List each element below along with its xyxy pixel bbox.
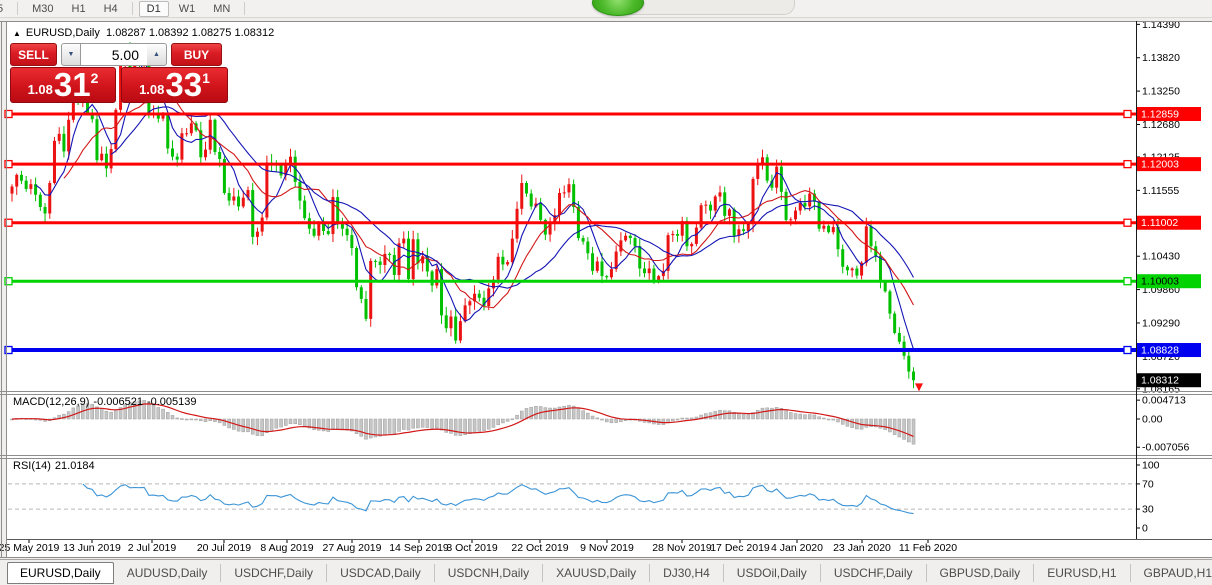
rsi-label: RSI(14) — [13, 460, 51, 472]
svg-text:1.08828: 1.08828 — [1141, 345, 1179, 357]
svg-text:1.11002: 1.11002 — [1141, 217, 1178, 229]
sell-price-box[interactable]: 1.08 31 2 — [10, 67, 116, 103]
volume-input[interactable] — [81, 43, 147, 66]
chart-symbol-label: EURUSD,Daily — [25, 27, 100, 39]
svg-text:9 Nov 2019: 9 Nov 2019 — [580, 542, 634, 554]
svg-text:8 Aug 2019: 8 Aug 2019 — [260, 542, 313, 554]
svg-text:23 Jan 2020: 23 Jan 2020 — [833, 542, 891, 554]
tf-button-mn[interactable]: MN — [213, 2, 231, 15]
toolbar-separator — [17, 2, 19, 15]
sell-button[interactable]: SELL — [10, 43, 57, 66]
svg-text:3 Oct 2019: 3 Oct 2019 — [446, 542, 498, 554]
tab-eurusd-daily[interactable]: EURUSD,Daily — [7, 561, 114, 584]
symbol-tab-bar: EURUSD,Daily AUDUSD,Daily USDCHF,Daily U… — [0, 559, 1212, 585]
svg-text:11 Feb 2020: 11 Feb 2020 — [899, 542, 957, 554]
tab-dj30-h4[interactable]: DJ30,H4 — [650, 563, 724, 582]
toolbar-separator — [244, 2, 246, 15]
rsi-indicator-title: RSI(14) 21.0184 — [13, 460, 99, 472]
svg-text:28 Nov 2019: 28 Nov 2019 — [652, 542, 712, 554]
svg-text:1.12003: 1.12003 — [1141, 159, 1179, 171]
buy-price-box[interactable]: 1.08 33 1 — [121, 67, 228, 103]
sell-price-pip: 2 — [90, 70, 99, 86]
tab-audusd-daily[interactable]: AUDUSD,Daily — [114, 563, 222, 582]
tab-gbpusd-daily[interactable]: GBPUSD,Daily — [927, 563, 1035, 582]
tab-usdchf-daily[interactable]: USDCHF,Daily — [221, 563, 328, 582]
svg-text:1.10430: 1.10430 — [1142, 251, 1180, 263]
svg-text:70: 70 — [1142, 478, 1154, 490]
macd-value: -0.006521 — [93, 396, 143, 408]
toolbar-separator — [131, 2, 133, 15]
svg-text:1.09290: 1.09290 — [1142, 317, 1180, 329]
tf-button-d1[interactable]: D1 — [138, 0, 169, 17]
buy-price-big: 33 — [165, 66, 203, 103]
svg-text:1.14390: 1.14390 — [1142, 19, 1180, 31]
svg-text:1.12680: 1.12680 — [1142, 119, 1180, 131]
macd-label: MACD(12,26,9) — [13, 396, 90, 408]
buy-price-pip: 1 — [202, 70, 210, 86]
tab-eurusd-h1[interactable]: EURUSD,H1 — [1034, 563, 1131, 582]
svg-text:1.12859: 1.12859 — [1141, 109, 1179, 121]
sell-price-big: 31 — [53, 66, 91, 103]
svg-text:0: 0 — [1142, 523, 1148, 535]
tf-button-h1[interactable]: H1 — [71, 2, 86, 15]
svg-text:1.13250: 1.13250 — [1142, 86, 1180, 98]
buy-price-prefix: 1.08 — [139, 82, 165, 97]
svg-text:1.10003: 1.10003 — [1141, 276, 1179, 288]
volume-decrease-button[interactable]: ▼ — [61, 43, 81, 66]
tab-usdchf-daily-2[interactable]: USDCHF,Daily — [821, 563, 927, 582]
svg-text:0.00: 0.00 — [1142, 414, 1163, 426]
svg-text:1.11555: 1.11555 — [1142, 185, 1179, 197]
tf-button-w1[interactable]: W1 — [178, 2, 196, 15]
svg-text:1.13820: 1.13820 — [1142, 52, 1180, 64]
tf-button-m5[interactable]: 5 — [0, 2, 4, 15]
chart-ohlc-readout: 1.08287 1.08392 1.08275 1.08312 — [106, 27, 275, 39]
tf-button-h4[interactable]: H4 — [103, 2, 118, 15]
svg-text:1.08312: 1.08312 — [1141, 375, 1179, 387]
svg-text:100: 100 — [1142, 460, 1160, 472]
chevron-up-icon: ▲ — [153, 51, 160, 58]
volume-increase-button[interactable]: ▲ — [147, 43, 167, 66]
buy-button[interactable]: BUY — [171, 43, 222, 66]
svg-text:14 Sep 2019: 14 Sep 2019 — [389, 542, 449, 554]
tab-xauusd-daily[interactable]: XAUUSD,Daily — [543, 563, 651, 582]
tab-usdcad-daily[interactable]: USDCAD,Daily — [327, 563, 435, 582]
rsi-value: 21.0184 — [54, 460, 95, 472]
svg-text:-0.007056: -0.007056 — [1142, 442, 1189, 454]
svg-text:20 Jul 2019: 20 Jul 2019 — [197, 542, 251, 554]
tab-gbpaud-h1[interactable]: GBPAUD,H1 — [1131, 564, 1212, 582]
svg-text:4 Jan 2020: 4 Jan 2020 — [771, 542, 823, 554]
svg-text:27 Aug 2019: 27 Aug 2019 — [323, 542, 382, 554]
tf-button-m30[interactable]: M30 — [32, 2, 54, 15]
chart-title: ▲ EURUSD,Daily 1.08287 1.08392 1.08275 1.… — [13, 27, 274, 39]
svg-text:30: 30 — [1142, 504, 1154, 516]
chevron-down-icon: ▼ — [67, 51, 75, 58]
sell-price-prefix: 1.08 — [27, 82, 53, 97]
svg-text:13 Jun 2019: 13 Jun 2019 — [63, 542, 121, 554]
tab-usdcnh-daily[interactable]: USDCNH,Daily — [435, 563, 544, 582]
svg-text:22 Oct 2019: 22 Oct 2019 — [511, 542, 568, 554]
svg-text:17 Dec 2019: 17 Dec 2019 — [710, 542, 770, 554]
svg-text:25 May 2019: 25 May 2019 — [0, 542, 60, 554]
tab-usdoil-daily[interactable]: USDOil,Daily — [724, 563, 821, 582]
collapse-panel-icon[interactable]: ▲ — [13, 29, 21, 38]
svg-text:0.004713: 0.004713 — [1142, 395, 1186, 407]
svg-text:2 Jul 2019: 2 Jul 2019 — [128, 542, 177, 554]
macd-indicator-title: MACD(12,26,9) -0.006521 -0.005139 — [13, 396, 201, 408]
macd-signal-value: -0.005139 — [146, 396, 197, 408]
